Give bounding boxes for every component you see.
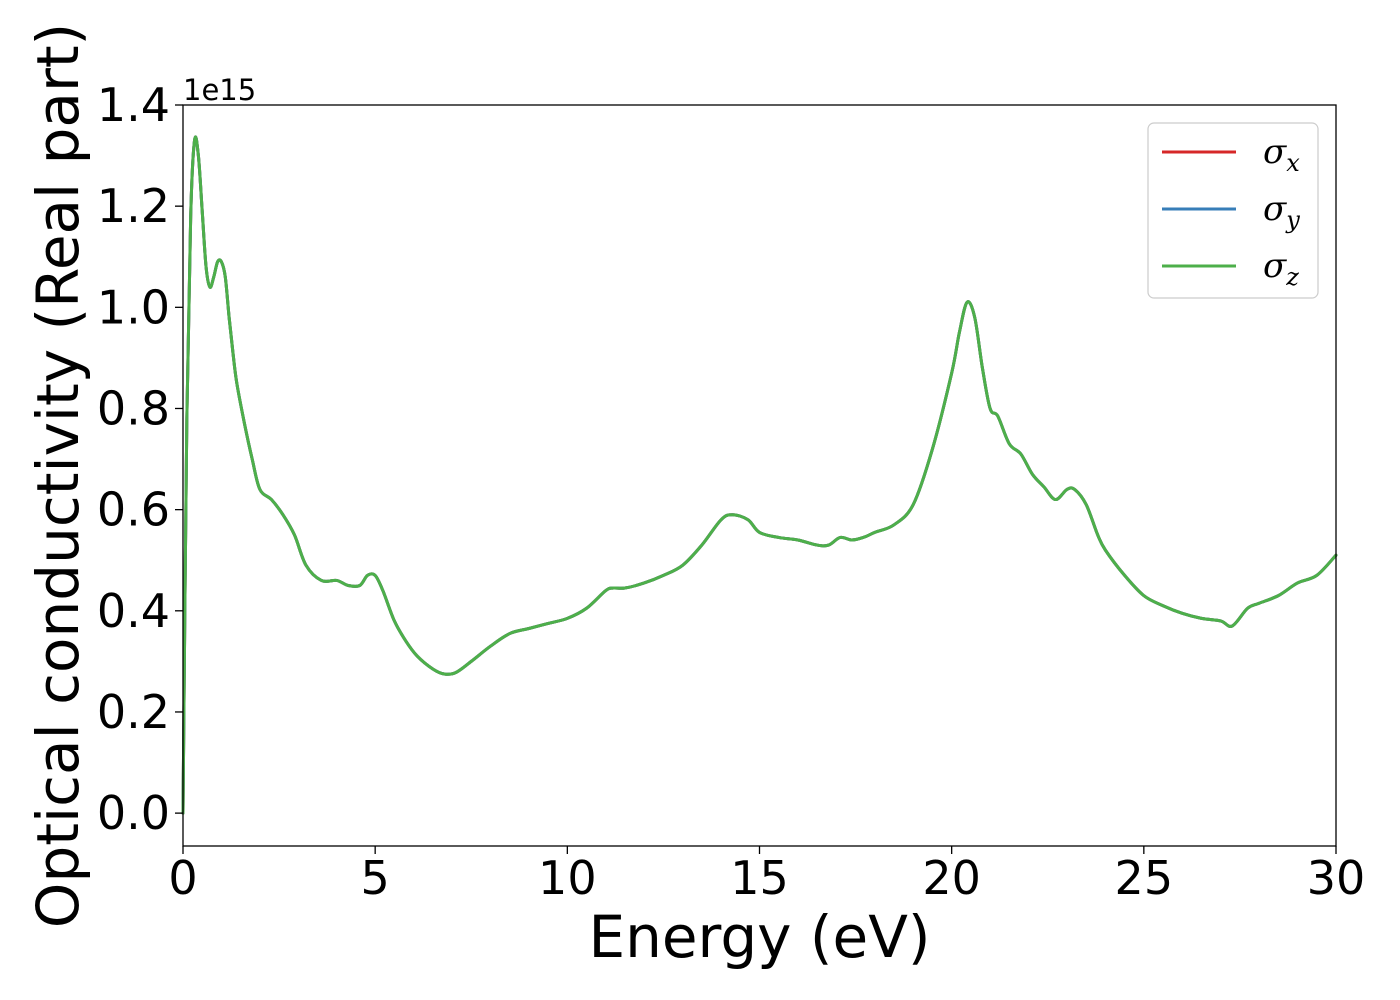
y-tick-label: 0.0 <box>97 786 170 840</box>
x-axis-ticks: 0 5 10 15 20 25 30 <box>168 846 1365 905</box>
y-tick-label: 0.6 <box>97 483 170 537</box>
x-tick-label: 25 <box>1115 851 1174 905</box>
x-tick-label: 10 <box>538 851 597 905</box>
y-tick-label: 1.4 <box>97 78 170 132</box>
x-tick-label: 0 <box>168 851 197 905</box>
y-tick-label: 1.2 <box>97 179 170 233</box>
series-line-z <box>181 135 1338 815</box>
y-axis-label: Optical conductivity (Real part) <box>24 23 92 928</box>
x-tick-label: 20 <box>922 851 981 905</box>
plot-lines <box>181 135 1338 815</box>
y-offset-label: 1e15 <box>183 73 256 107</box>
x-tick-label: 30 <box>1307 851 1366 905</box>
legend-label-subscript: y <box>1285 206 1300 234</box>
x-tick-label: 15 <box>730 851 789 905</box>
y-tick-label: 0.4 <box>97 584 170 638</box>
y-tick-label: 0.8 <box>97 381 170 435</box>
y-axis-ticks: 0.0 0.2 0.4 0.6 0.8 1.0 1.2 1.4 <box>97 78 183 840</box>
legend-label-subscript: z <box>1285 263 1299 291</box>
y-tick-label: 0.2 <box>97 685 170 739</box>
x-axis-label: Energy (eV) <box>588 903 930 971</box>
legend-label-subscript: x <box>1286 149 1300 177</box>
y-tick-label: 1.0 <box>97 280 170 334</box>
x-tick-label: 5 <box>361 851 390 905</box>
